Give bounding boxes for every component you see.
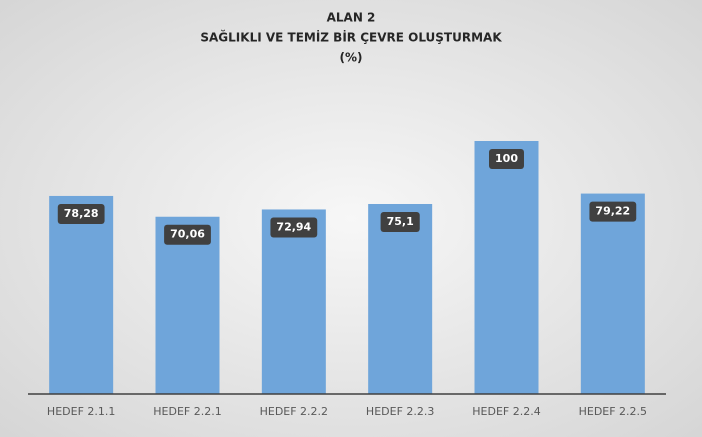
chart-title: ALAN 2 bbox=[327, 11, 376, 25]
bar bbox=[49, 195, 114, 394]
value-label-box bbox=[380, 211, 420, 232]
x-tick-label: HEDEF 2.1.1 bbox=[47, 405, 115, 418]
x-tick-label: HEDEF 2.2.2 bbox=[260, 405, 328, 418]
value-label: 72,94 bbox=[276, 220, 311, 233]
value-label-box bbox=[164, 224, 211, 245]
value-label-box bbox=[270, 217, 318, 238]
bar bbox=[474, 141, 539, 394]
value-label: 100 bbox=[495, 152, 518, 165]
x-tick-label: HEDEF 2.2.5 bbox=[579, 405, 647, 418]
x-tick-label: HEDEF 2.2.4 bbox=[472, 405, 540, 418]
value-label-box bbox=[489, 149, 524, 169]
value-label: 70,06 bbox=[170, 228, 205, 241]
bar bbox=[155, 216, 220, 394]
chart-title: SAĞLIKLI VE TEMİZ BİR ÇEVRE OLUŞTURMAK bbox=[200, 30, 502, 45]
x-tick-label: HEDEF 2.2.1 bbox=[153, 405, 221, 418]
value-label-box bbox=[589, 201, 637, 222]
value-label: 75,1 bbox=[387, 215, 414, 228]
bar bbox=[368, 203, 433, 394]
value-label: 78,28 bbox=[64, 207, 99, 220]
value-label: 79,22 bbox=[595, 205, 630, 218]
x-tick-label: HEDEF 2.2.3 bbox=[366, 405, 434, 418]
chart-title: (%) bbox=[340, 51, 363, 65]
bar bbox=[261, 209, 326, 394]
value-label-box bbox=[57, 203, 105, 224]
bar bbox=[580, 193, 645, 394]
